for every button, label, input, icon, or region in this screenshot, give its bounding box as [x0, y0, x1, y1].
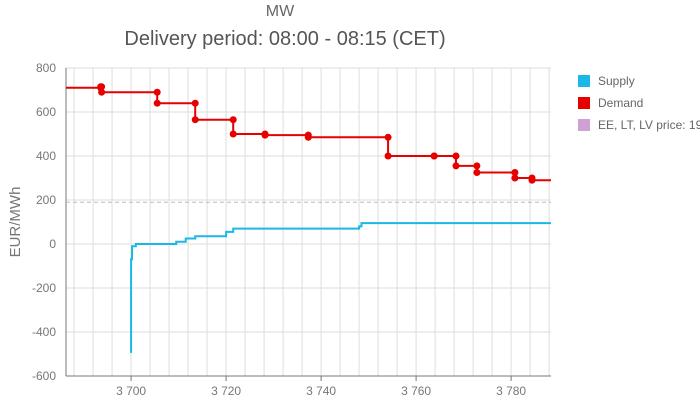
- y-axis-label: EUR/MWh: [7, 187, 24, 258]
- legend-item[interactable]: Demand: [578, 92, 700, 114]
- x-tick-label: 3 740: [306, 384, 336, 398]
- data-point: [511, 169, 519, 176]
- data-point: [261, 131, 269, 139]
- data-point: [229, 130, 237, 138]
- data-point: [430, 152, 438, 160]
- x-tick-label: 3 720: [211, 384, 241, 398]
- legend-item[interactable]: EE, LT, LV price: 19: [578, 114, 700, 136]
- data-point: [191, 116, 199, 124]
- y-tick-label: 0: [49, 237, 56, 251]
- legend: Supply Demand EE, LT, LV price: 19: [578, 70, 700, 136]
- legend-swatch: [578, 119, 590, 131]
- data-point: [452, 152, 460, 160]
- legend-label: Supply: [598, 74, 635, 88]
- series-line-supply: [130, 222, 551, 353]
- data-point: [384, 133, 392, 141]
- data-point: [98, 83, 106, 91]
- data-point: [98, 88, 106, 96]
- data-point: [229, 116, 237, 124]
- data-point: [452, 162, 460, 170]
- y-tick-label: 200: [36, 193, 56, 207]
- data-point: [528, 176, 536, 184]
- chart-title: Delivery period: 08:00 - 08:15 (CET): [124, 28, 446, 50]
- data-point: [153, 88, 161, 96]
- data-point: [191, 99, 199, 107]
- y-tick-label: 400: [36, 149, 56, 163]
- legend-label: EE, LT, LV price: 19: [598, 118, 700, 132]
- y-tick-label: -200: [32, 281, 56, 295]
- y-tick-label: -600: [32, 369, 56, 383]
- x-tick-label: 3 760: [401, 384, 431, 398]
- legend-swatch: [578, 97, 590, 109]
- x-tick-label: 3 700: [116, 384, 146, 398]
- data-point: [473, 169, 481, 176]
- y-tick-label: -400: [32, 325, 56, 339]
- data-point: [153, 99, 161, 107]
- legend-swatch: [578, 75, 590, 87]
- legend-item[interactable]: Supply: [578, 70, 700, 92]
- legend-label: Demand: [598, 96, 644, 110]
- data-point: [473, 162, 481, 170]
- data-point: [384, 152, 392, 160]
- data-point: [304, 133, 312, 141]
- y-tick-label: 800: [36, 61, 56, 75]
- x-tick-label: 3 780: [496, 384, 526, 398]
- y-tick-label: 600: [36, 105, 56, 119]
- chart-subtitle: MW: [265, 3, 295, 20]
- data-point: [511, 174, 519, 182]
